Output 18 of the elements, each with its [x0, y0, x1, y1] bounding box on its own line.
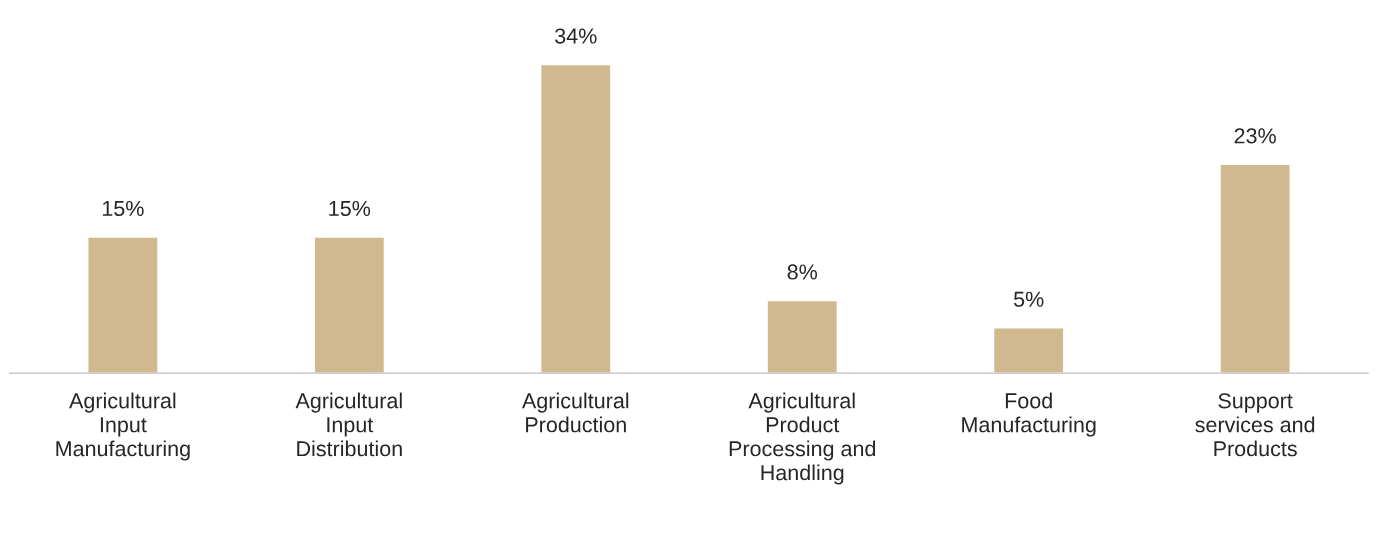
- data-label: 23%: [1234, 128, 1276, 144]
- x-tick-label: Agricultural Product Processing and Handling: [729, 392, 876, 485]
- bar: [992, 327, 1065, 374]
- bar: [766, 299, 839, 374]
- x-tick-label: Food Manufacturing: [962, 392, 1096, 437]
- bar: [87, 236, 159, 374]
- data-label: 15%: [102, 200, 144, 217]
- x-tick-label: Support services and Products: [1195, 393, 1315, 457]
- data-label: 34%: [555, 28, 597, 44]
- data-label: 5%: [1013, 291, 1044, 307]
- bar: [313, 236, 386, 374]
- x-tick-label: Agricultural Production: [521, 392, 629, 433]
- bar: [1219, 163, 1291, 374]
- bar: [539, 63, 612, 374]
- data-label: 8%: [787, 264, 818, 280]
- data-label: 15%: [329, 200, 371, 217]
- x-tick-label: Agricultural Input Manufacturing: [56, 392, 190, 461]
- x-tick-label: Agricultural Input Distribution: [295, 392, 402, 457]
